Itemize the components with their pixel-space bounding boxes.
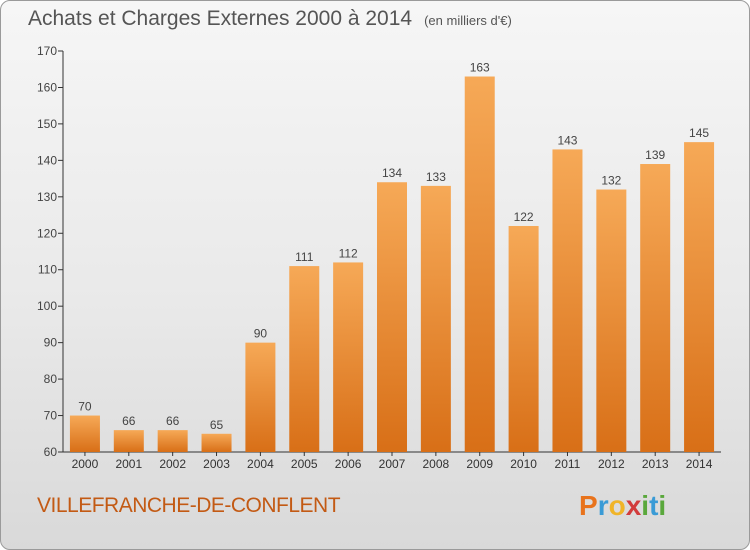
value-label-2002: 66 [166,414,180,428]
x-tick-label-2013: 2013 [642,457,669,471]
value-label-2006: 112 [339,246,358,260]
y-tick-label: 140 [37,153,57,167]
proxiti-logo: Proxiti [579,490,666,522]
value-label-2003: 65 [210,418,224,432]
x-tick-label-2001: 2001 [115,457,142,471]
bar-2013 [640,164,671,452]
logo-letter: P [579,490,598,521]
y-tick-label: 120 [37,226,57,240]
bar-2002 [157,430,188,452]
bar-2006 [333,262,364,452]
y-tick-label: 60 [44,445,58,459]
value-labels: 70 66 66 65 90 111 112 134 133 163 122 143 132 139 145 [78,61,709,432]
y-tick-label: 110 [38,263,57,277]
x-tick-label-2009: 2009 [466,457,493,471]
logo-letter: r [597,490,609,521]
value-label-2009: 163 [470,61,490,75]
x-tick-label-2003: 2003 [203,457,230,471]
x-tick-label-2014: 2014 [686,457,713,471]
x-tick-label-2012: 2012 [598,457,625,471]
x-tick-label-2005: 2005 [291,457,318,471]
bar-2007 [377,182,407,452]
bar-2014 [684,142,715,453]
y-tick-label: 90 [44,336,58,350]
bar-2004 [245,342,276,452]
bar-2003 [201,433,232,452]
value-label-2008: 133 [426,170,446,184]
value-label-2011: 143 [557,133,577,147]
value-label-2012: 132 [601,174,621,188]
x-tick-label-2004: 2004 [247,457,274,471]
bar-2010 [508,225,539,452]
value-label-2000: 70 [78,400,92,414]
x-tick-label-2010: 2010 [510,457,537,471]
value-label-2004: 90 [254,327,268,341]
value-label-2013: 139 [645,148,665,162]
x-tick-label-2006: 2006 [335,457,362,471]
y-tick-label: 150 [37,117,57,131]
chart-title-text: Achats et Charges Externes 2000 à 2014 [28,7,413,30]
y-tick-label: 80 [44,372,58,386]
chart-unit: (en milliers d'€) [424,13,512,28]
logo-letter: t [649,490,659,521]
logo-letter: o [608,490,626,521]
x-tick-label-2002: 2002 [159,457,186,471]
bar-2012 [596,189,627,452]
commune-name: VILLEFRANCHE-DE-CONFLENT [37,494,341,517]
x-tick-label-2007: 2007 [379,457,406,471]
y-tick-label: 70 [44,409,58,423]
bar-2008 [420,185,451,452]
value-label-2001: 66 [122,414,136,428]
bar-2001 [113,430,144,452]
y-tick-label: 100 [37,299,57,313]
logo-letter: x [625,490,642,521]
value-label-2010: 122 [514,210,534,224]
bars [69,76,715,453]
value-label-2014: 145 [689,126,709,140]
logo-letter: i [658,490,667,521]
bar-2005 [289,266,320,452]
y-tick-label: 170 [37,44,57,58]
bar-2011 [552,149,583,452]
x-tick-label-2011: 2011 [555,457,581,471]
bar-2009 [464,76,495,452]
value-label-2007: 134 [382,166,402,180]
y-tick-label: 130 [37,190,57,204]
chart-title: Achats et Charges Externes 2000 à 2014 (e… [28,7,512,31]
y-tick-label: 160 [37,80,57,94]
logo-letter: i [641,490,650,521]
x-tick-label-2008: 2008 [423,457,450,471]
value-label-2005: 111 [295,250,314,264]
bar-2000 [69,415,100,452]
x-tick-label-2000: 2000 [72,457,99,471]
